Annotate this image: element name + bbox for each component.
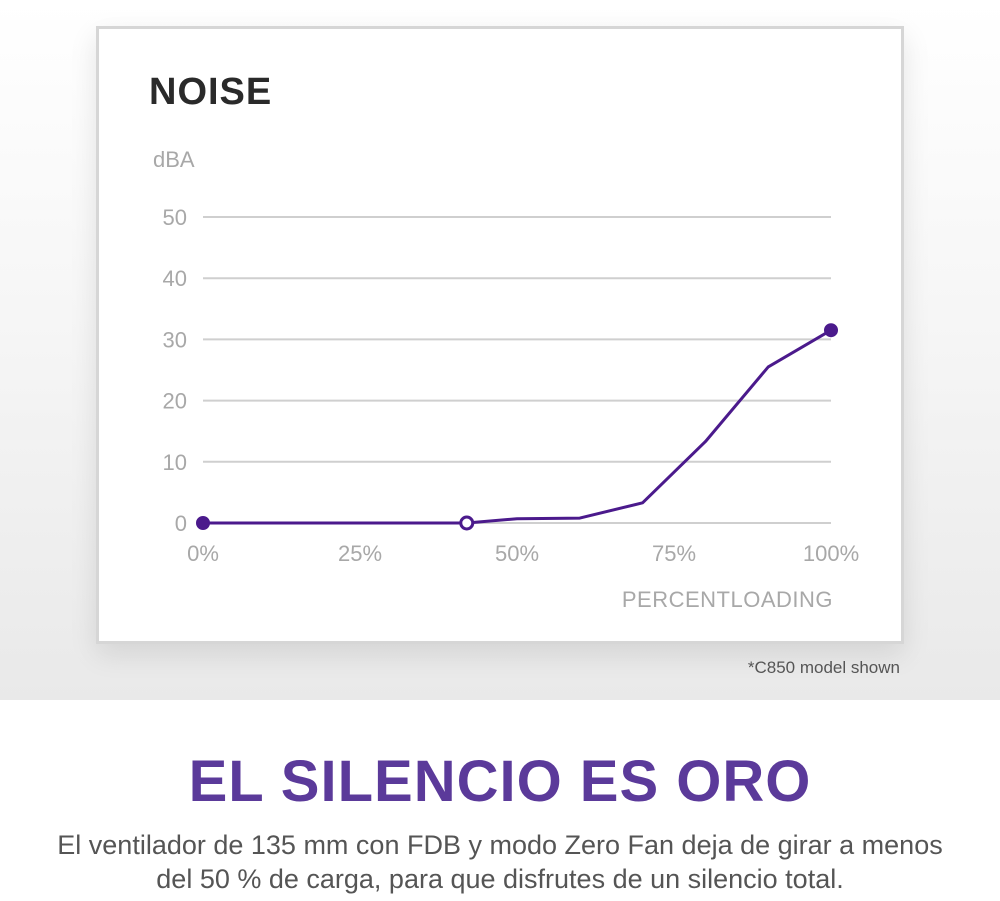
noise-line (201, 328, 833, 525)
y-tick-label: 10 (163, 450, 187, 475)
marker-filled (196, 516, 210, 530)
headline: EL SILENCIO ES ORO (188, 749, 812, 814)
description: El ventilador de 135 mm con FDB y modo Z… (57, 830, 943, 894)
y-axis-label: dBA (153, 147, 195, 172)
y-tick-label: 50 (163, 205, 187, 230)
x-tick-label: 25% (338, 541, 382, 566)
model-footnote: *C850 model shown (747, 658, 900, 677)
y-tick-label: 30 (163, 327, 187, 352)
marker-hollow (459, 515, 475, 531)
marker-filled (824, 323, 838, 338)
chart-card: NOISE dBA PERCENTLOADING 0 10 20 30 40 50 0% 25… (96, 26, 904, 644)
x-tick-label: 50% (495, 541, 539, 566)
x-tick-label: 0% (187, 541, 219, 566)
noise-chart: 0 10 20 30 40 50 0% 25% 50% 75% 100% (163, 205, 860, 566)
y-tick-label: 20 (163, 389, 187, 414)
chart-title: NOISE (149, 71, 273, 113)
y-tick-label: 40 (163, 266, 187, 291)
x-tick-label: 100% (803, 541, 859, 566)
y-tick-label: 0 (175, 511, 187, 536)
x-tick-label: 75% (652, 541, 696, 566)
x-axis-label: PERCENTLOADING (621, 587, 833, 612)
